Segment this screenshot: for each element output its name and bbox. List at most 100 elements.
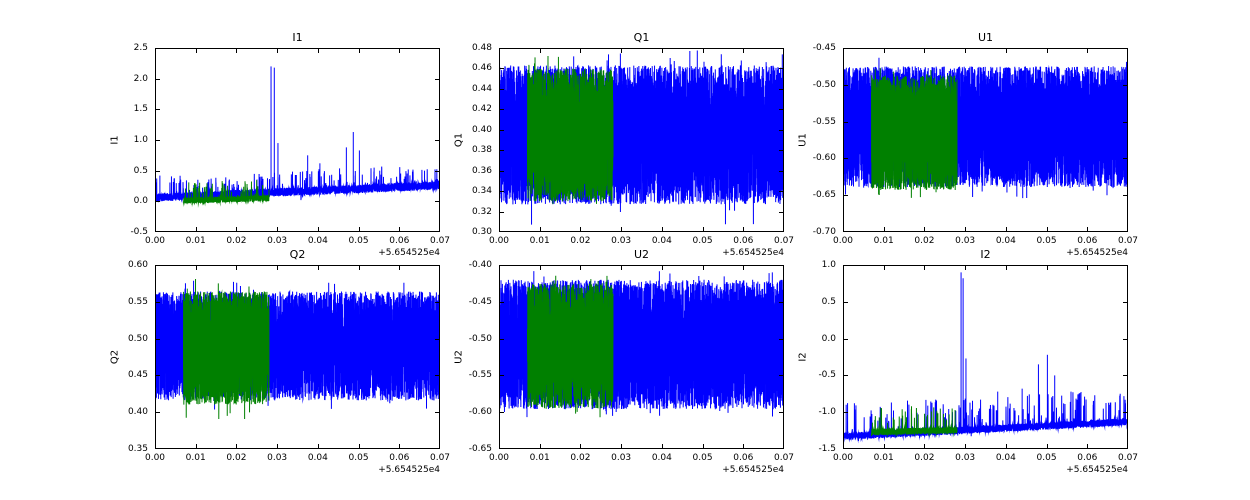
y-axis-label-U1: U1 (797, 133, 809, 147)
x-tick-label: 0.02 (914, 453, 935, 463)
y-tick-label: 1.0 (133, 135, 148, 145)
x-tick-label: 0.07 (773, 453, 795, 463)
x-tick-label: 0.03 (955, 453, 976, 463)
y-tick-label: 0.44 (471, 83, 492, 94)
x-tick-label: 0.01 (873, 236, 894, 246)
x-tick-label: 0.04 (651, 453, 672, 463)
y-tick-label: 0.60 (127, 260, 148, 270)
y-axis-label-Q2: Q2 (109, 349, 121, 365)
y-tick-label: 0.0 (821, 333, 836, 344)
x-tick-label: 0.01 (873, 453, 894, 463)
y-tick-label: -1.5 (818, 444, 836, 454)
y-tick-label: 1.5 (133, 104, 148, 115)
y-tick-label: -1.0 (818, 407, 836, 418)
y-tick-label: 0.40 (471, 124, 492, 135)
y-tick-label: -0.60 (812, 153, 836, 164)
x-tick-label: 0.06 (389, 453, 410, 463)
x-tick-label: 0.07 (429, 453, 451, 463)
x-tick-label: 0.06 (733, 453, 754, 463)
x-axis-offset-label: +5.654525e4 (722, 465, 784, 475)
y-tick-label: 0.50 (127, 333, 148, 344)
x-tick-label: 0.06 (389, 236, 410, 246)
y-tick-label: -0.55 (468, 370, 492, 381)
x-tick-label: 0.01 (529, 453, 550, 463)
y-tick-label: -0.45 (468, 296, 492, 307)
y-axis-label-I2: I2 (797, 352, 809, 362)
y-tick-label: -0.50 (812, 79, 836, 90)
x-tick-label: 0.05 (692, 236, 713, 246)
x-tick-label: 0.01 (185, 236, 206, 246)
y-axis-label-U2: U2 (453, 350, 465, 364)
subplot-title-Q2: Q2 (289, 248, 306, 261)
x-tick-label: 0.03 (267, 453, 288, 463)
y-tick-label: 0.45 (127, 370, 148, 381)
subplot-title-I1: I1 (292, 31, 303, 44)
x-tick-label: 0.05 (1036, 453, 1057, 463)
x-tick-label: 0.03 (611, 236, 632, 246)
y-tick-label: 0.42 (471, 104, 492, 115)
x-tick-label: 0.05 (692, 453, 713, 463)
y-tick-label: -0.60 (468, 407, 492, 418)
y-tick-label: 0.30 (471, 227, 492, 237)
x-tick-label: 0.04 (651, 236, 672, 246)
x-tick-label: 0.00 (832, 236, 854, 246)
y-tick-label: 0.35 (127, 444, 148, 454)
x-tick-label: 0.06 (1077, 453, 1098, 463)
y-tick-label: 0.48 (471, 43, 492, 53)
x-tick-label: 0.07 (1117, 453, 1139, 463)
x-tick-label: 0.02 (226, 236, 247, 246)
subplot-title-U2: U2 (633, 248, 650, 261)
y-tick-label: 0.38 (471, 145, 492, 156)
x-tick-label: 0.02 (914, 236, 935, 246)
plot-canvas-I1 (155, 48, 440, 232)
plot-canvas-Q2 (155, 265, 440, 449)
x-tick-label: 0.04 (995, 236, 1016, 246)
plot-canvas-I2 (843, 265, 1128, 449)
plot-canvas-U2 (499, 265, 784, 449)
x-axis-offset-label: +5.654525e4 (1066, 248, 1128, 258)
y-tick-label: -0.5 (818, 370, 836, 381)
x-axis-offset-label: +5.654525e4 (378, 465, 440, 475)
subplot-title-I2: I2 (980, 248, 991, 261)
y-tick-label: -0.50 (468, 333, 492, 344)
x-tick-label: 0.04 (307, 236, 328, 246)
x-tick-label: 0.07 (1117, 236, 1139, 246)
subplot-title-U1: U1 (977, 31, 994, 44)
x-tick-label: 0.03 (267, 236, 288, 246)
y-tick-label: -0.45 (812, 43, 836, 53)
x-tick-label: 0.01 (529, 236, 550, 246)
x-tick-label: 0.06 (1077, 236, 1098, 246)
plot-canvas-Q1 (499, 48, 784, 232)
plot-canvas-U1 (843, 48, 1128, 232)
y-tick-label: 0.40 (127, 407, 148, 418)
x-axis-offset-label: +5.654525e4 (1066, 465, 1128, 475)
y-tick-label: 0.34 (471, 186, 492, 197)
y-axis-label-I1: I1 (109, 135, 121, 145)
subplot-title-Q1: Q1 (633, 31, 650, 44)
y-axis-label-Q1: Q1 (453, 132, 465, 148)
x-tick-label: 0.00 (144, 453, 166, 463)
y-tick-label: 0.32 (471, 206, 492, 217)
y-tick-label: 0.55 (127, 296, 148, 307)
x-tick-label: 0.01 (185, 453, 206, 463)
y-tick-label: -0.5 (130, 227, 148, 237)
y-tick-label: 2.0 (133, 73, 148, 84)
x-tick-label: 0.00 (832, 453, 854, 463)
y-tick-label: 0.36 (471, 165, 492, 176)
y-tick-label: -0.55 (812, 116, 836, 127)
x-tick-label: 0.03 (955, 236, 976, 246)
x-tick-label: 0.04 (995, 453, 1016, 463)
x-tick-label: 0.07 (429, 236, 451, 246)
y-tick-label: -0.40 (468, 260, 492, 270)
x-tick-label: 0.00 (488, 236, 510, 246)
x-tick-label: 0.05 (348, 236, 369, 246)
x-tick-label: 0.03 (611, 453, 632, 463)
x-tick-label: 0.00 (488, 453, 510, 463)
y-tick-label: 0.0 (133, 196, 148, 207)
y-tick-label: -0.70 (812, 227, 836, 237)
x-tick-label: 0.02 (570, 236, 591, 246)
x-tick-label: 0.07 (773, 236, 795, 246)
x-tick-label: 0.05 (348, 453, 369, 463)
x-tick-label: 0.00 (144, 236, 166, 246)
